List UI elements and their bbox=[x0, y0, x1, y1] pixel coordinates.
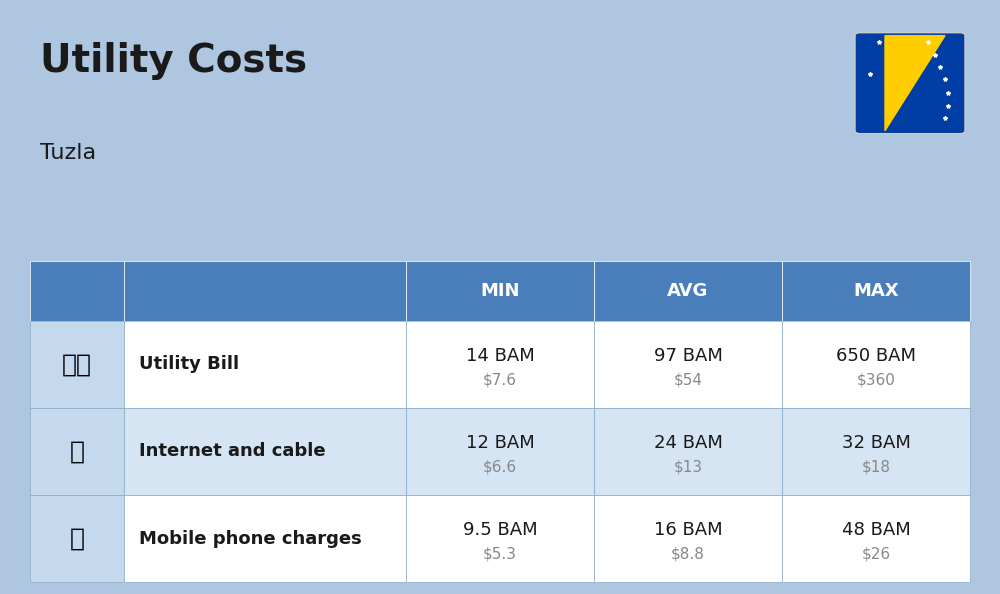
FancyBboxPatch shape bbox=[782, 408, 970, 495]
FancyBboxPatch shape bbox=[594, 261, 782, 321]
Text: 650 BAM: 650 BAM bbox=[836, 347, 916, 365]
FancyBboxPatch shape bbox=[782, 261, 970, 321]
Text: Internet and cable: Internet and cable bbox=[139, 443, 326, 460]
Text: 12 BAM: 12 BAM bbox=[466, 434, 534, 451]
Text: $5.3: $5.3 bbox=[483, 546, 517, 562]
Text: $18: $18 bbox=[861, 460, 890, 475]
FancyBboxPatch shape bbox=[855, 33, 965, 134]
Text: $8.8: $8.8 bbox=[671, 546, 705, 562]
Text: $360: $360 bbox=[857, 372, 895, 387]
Text: 24 BAM: 24 BAM bbox=[654, 434, 722, 451]
Text: $7.6: $7.6 bbox=[483, 372, 517, 387]
FancyBboxPatch shape bbox=[124, 261, 406, 321]
FancyBboxPatch shape bbox=[782, 321, 970, 408]
FancyBboxPatch shape bbox=[594, 408, 782, 495]
FancyBboxPatch shape bbox=[30, 495, 124, 582]
Text: $6.6: $6.6 bbox=[483, 460, 517, 475]
FancyBboxPatch shape bbox=[124, 408, 406, 495]
Text: Utility Bill: Utility Bill bbox=[139, 355, 239, 373]
Text: 9.5 BAM: 9.5 BAM bbox=[463, 521, 537, 539]
Text: 📶: 📶 bbox=[69, 440, 84, 463]
FancyBboxPatch shape bbox=[30, 321, 124, 408]
Text: $13: $13 bbox=[673, 460, 703, 475]
Text: 14 BAM: 14 BAM bbox=[466, 347, 534, 365]
Text: Tuzla: Tuzla bbox=[40, 143, 96, 163]
FancyBboxPatch shape bbox=[30, 408, 124, 495]
Text: AVG: AVG bbox=[667, 282, 709, 300]
FancyBboxPatch shape bbox=[406, 261, 594, 321]
Polygon shape bbox=[885, 36, 945, 131]
Text: 48 BAM: 48 BAM bbox=[842, 521, 910, 539]
Text: MIN: MIN bbox=[480, 282, 520, 300]
FancyBboxPatch shape bbox=[124, 495, 406, 582]
FancyBboxPatch shape bbox=[406, 408, 594, 495]
Text: 🔧💡: 🔧💡 bbox=[62, 352, 92, 377]
Text: 16 BAM: 16 BAM bbox=[654, 521, 722, 539]
FancyBboxPatch shape bbox=[406, 321, 594, 408]
Text: 97 BAM: 97 BAM bbox=[654, 347, 722, 365]
Text: Mobile phone charges: Mobile phone charges bbox=[139, 530, 362, 548]
Text: MAX: MAX bbox=[853, 282, 899, 300]
Text: 📱: 📱 bbox=[69, 526, 84, 551]
Text: Utility Costs: Utility Costs bbox=[40, 42, 307, 80]
FancyBboxPatch shape bbox=[594, 495, 782, 582]
FancyBboxPatch shape bbox=[124, 321, 406, 408]
FancyBboxPatch shape bbox=[782, 495, 970, 582]
Text: $54: $54 bbox=[674, 372, 702, 387]
FancyBboxPatch shape bbox=[30, 261, 124, 321]
Text: $26: $26 bbox=[861, 546, 891, 562]
FancyBboxPatch shape bbox=[406, 495, 594, 582]
Text: 32 BAM: 32 BAM bbox=[842, 434, 910, 451]
FancyBboxPatch shape bbox=[594, 321, 782, 408]
